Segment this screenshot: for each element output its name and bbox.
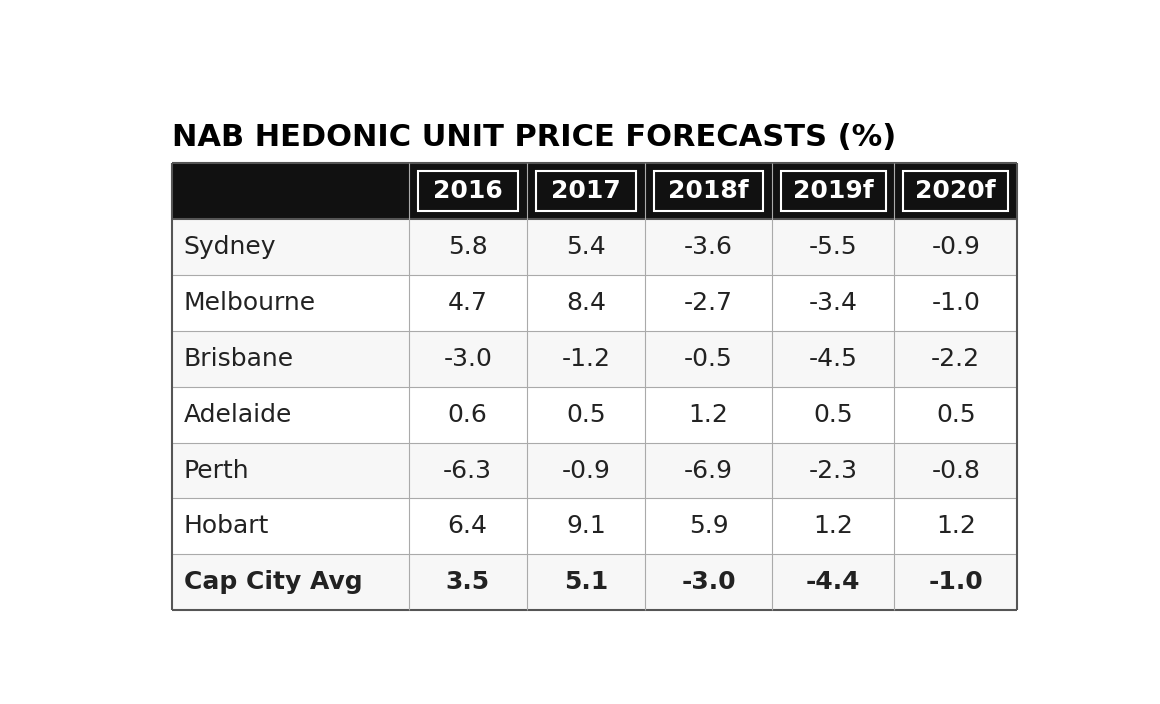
Text: 0.6: 0.6 [448,403,487,427]
Text: 8.4: 8.4 [566,291,606,315]
Bar [654,170,763,211]
Bar [172,443,1017,498]
Text: 1.2: 1.2 [813,515,853,539]
Text: Cap City Avg: Cap City Avg [183,570,362,594]
Bar [172,331,1017,386]
Text: 2017: 2017 [551,179,621,203]
Text: -5.5: -5.5 [809,235,857,259]
Text: 2016: 2016 [433,179,502,203]
Bar [418,170,517,211]
Bar [172,386,1017,443]
Text: 1.2: 1.2 [689,403,728,427]
Text: 9.1: 9.1 [566,515,606,539]
Text: -0.8: -0.8 [931,458,980,482]
Text: -3.6: -3.6 [684,235,733,259]
Text: Adelaide: Adelaide [183,403,292,427]
Text: 5.4: 5.4 [566,235,606,259]
Text: -6.9: -6.9 [684,458,733,482]
Text: Sydney: Sydney [183,235,276,259]
Text: 5.8: 5.8 [448,235,487,259]
Text: Brisbane: Brisbane [183,347,293,371]
Text: -3.4: -3.4 [809,291,857,315]
Text: Melbourne: Melbourne [183,291,316,315]
Bar [172,275,1017,331]
Bar [904,170,1008,211]
Text: 6.4: 6.4 [448,515,487,539]
Text: 1.2: 1.2 [936,515,976,539]
Text: 3.5: 3.5 [445,570,490,594]
Text: 0.5: 0.5 [566,403,606,427]
Text: 2020f: 2020f [915,179,996,203]
Text: -6.3: -6.3 [443,458,492,482]
Bar [781,170,885,211]
Bar [172,163,1017,219]
Text: -0.9: -0.9 [561,458,610,482]
Bar [172,219,1017,275]
Text: 2019f: 2019f [793,179,873,203]
Text: -0.9: -0.9 [931,235,980,259]
Text: 2018f: 2018f [668,179,749,203]
Text: -0.5: -0.5 [684,347,733,371]
Text: -4.4: -4.4 [806,570,861,594]
Text: -1.0: -1.0 [931,291,980,315]
Text: 5.9: 5.9 [689,515,728,539]
Text: 4.7: 4.7 [448,291,487,315]
Text: -2.7: -2.7 [684,291,733,315]
Text: -2.2: -2.2 [931,347,980,371]
Text: -2.3: -2.3 [809,458,857,482]
Bar [536,170,636,211]
Text: Hobart: Hobart [183,515,269,539]
Text: -1.0: -1.0 [928,570,984,594]
Bar [172,498,1017,554]
Text: -4.5: -4.5 [809,347,857,371]
Text: 5.1: 5.1 [564,570,608,594]
Text: NAB HEDONIC UNIT PRICE FORECASTS (%): NAB HEDONIC UNIT PRICE FORECASTS (%) [172,123,897,152]
Text: -3.0: -3.0 [681,570,735,594]
Bar [172,554,1017,610]
Text: 0.5: 0.5 [936,403,976,427]
Text: 0.5: 0.5 [813,403,853,427]
Text: -1.2: -1.2 [561,347,610,371]
Text: -3.0: -3.0 [443,347,492,371]
Text: Perth: Perth [183,458,249,482]
